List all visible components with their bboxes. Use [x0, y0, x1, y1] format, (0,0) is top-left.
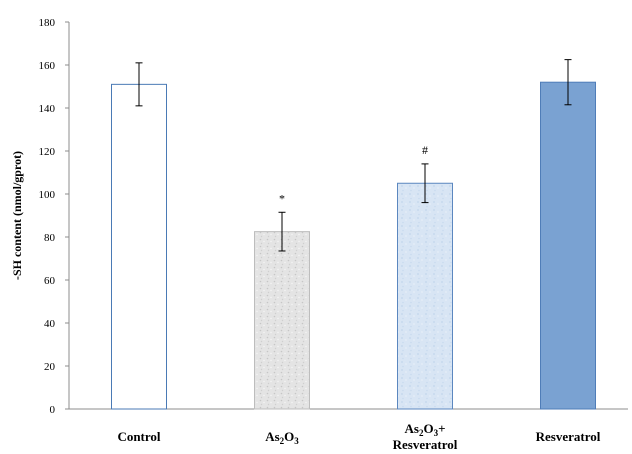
x-category-labels: Control As2O3 As2O3+ Resveratrol Resveratrol	[117, 421, 600, 452]
bars	[111, 81, 596, 410]
significance-annotations: *#	[279, 143, 428, 205]
bar-2	[254, 231, 310, 410]
y-tick-label: 160	[39, 60, 56, 72]
y-tick-label: 20	[44, 361, 56, 373]
y-tick-label: 60	[44, 275, 56, 287]
y-tick-labels: 0 20 40 60 80 100 120 140 160 180	[39, 17, 69, 416]
y-tick-label: 120	[39, 146, 56, 158]
error-bar-4	[564, 59, 572, 106]
y-tick-label: 100	[39, 189, 56, 201]
error-bars	[135, 59, 572, 252]
error-bar-3	[421, 163, 429, 204]
significance-mark-2: *	[279, 191, 285, 205]
x-category-label: As2O3	[265, 429, 299, 446]
y-axis-title: -SH content (nmol/gprot)	[10, 151, 24, 280]
significance-mark-3: #	[422, 143, 428, 157]
x-category-label: Control	[117, 429, 160, 444]
y-tick-label: 180	[39, 17, 56, 29]
bar-4	[540, 81, 596, 410]
bar-1	[111, 83, 167, 410]
error-bar-2	[278, 211, 286, 252]
y-tick-label: 80	[44, 232, 56, 244]
x-category-label: As2O3+ Resveratrol	[393, 421, 458, 452]
y-tick-label: 0	[50, 404, 56, 416]
error-bar-1	[135, 62, 143, 107]
y-tick-label: 140	[39, 103, 56, 115]
y-tick-label: 40	[44, 318, 56, 330]
bar-3	[397, 182, 453, 410]
x-category-label: Resveratrol	[536, 429, 601, 444]
